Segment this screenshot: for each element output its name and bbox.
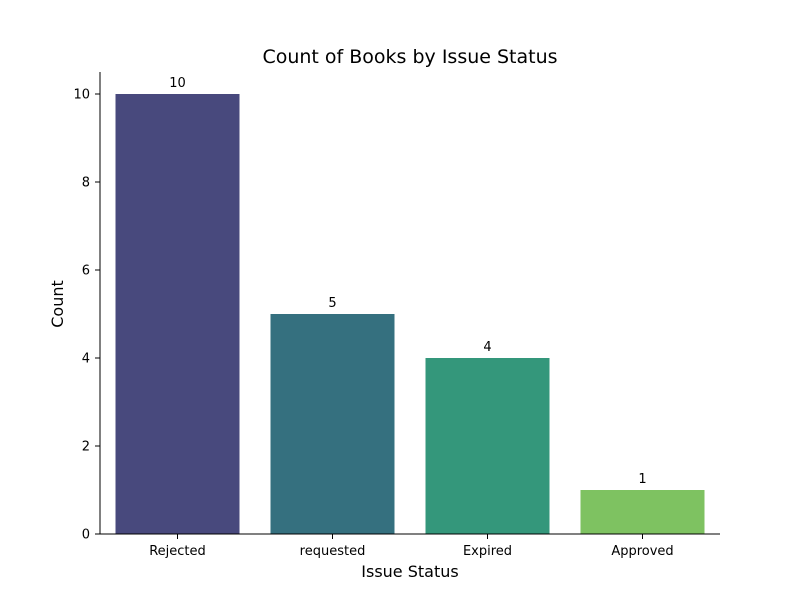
bar-approved <box>580 490 705 534</box>
x-axis-title: Issue Status <box>361 562 458 581</box>
x-axis: Rejected requested Expired Approved <box>100 533 720 559</box>
x-tick-label-rejected: Rejected <box>149 544 206 559</box>
data-label-rejected: 10 <box>169 76 186 91</box>
x-tick-label-approved: Approved <box>611 544 673 559</box>
x-tick-label-requested: requested <box>300 544 366 559</box>
bar-expired <box>425 358 550 534</box>
data-label-expired: 4 <box>483 340 491 355</box>
y-tick-label-10: 10 <box>73 88 90 103</box>
data-label-approved: 1 <box>638 472 646 487</box>
data-label-requested: 5 <box>328 296 336 311</box>
bar-rejected <box>115 94 240 534</box>
y-tick-label-8: 8 <box>82 176 90 191</box>
y-tick-label-2: 2 <box>82 440 90 455</box>
bars-group <box>115 94 705 534</box>
data-labels-group: 10 5 4 1 <box>169 76 646 487</box>
y-axis: 0 2 4 6 8 10 <box>73 72 101 543</box>
y-tick-label-6: 6 <box>82 264 90 279</box>
chart-title: Count of Books by Issue Status <box>262 46 557 68</box>
y-tick-label-0: 0 <box>82 528 90 543</box>
y-axis-title: Count <box>48 280 67 328</box>
bar-requested <box>270 314 395 534</box>
y-tick-label-4: 4 <box>82 352 90 367</box>
x-tick-label-expired: Expired <box>463 544 512 559</box>
